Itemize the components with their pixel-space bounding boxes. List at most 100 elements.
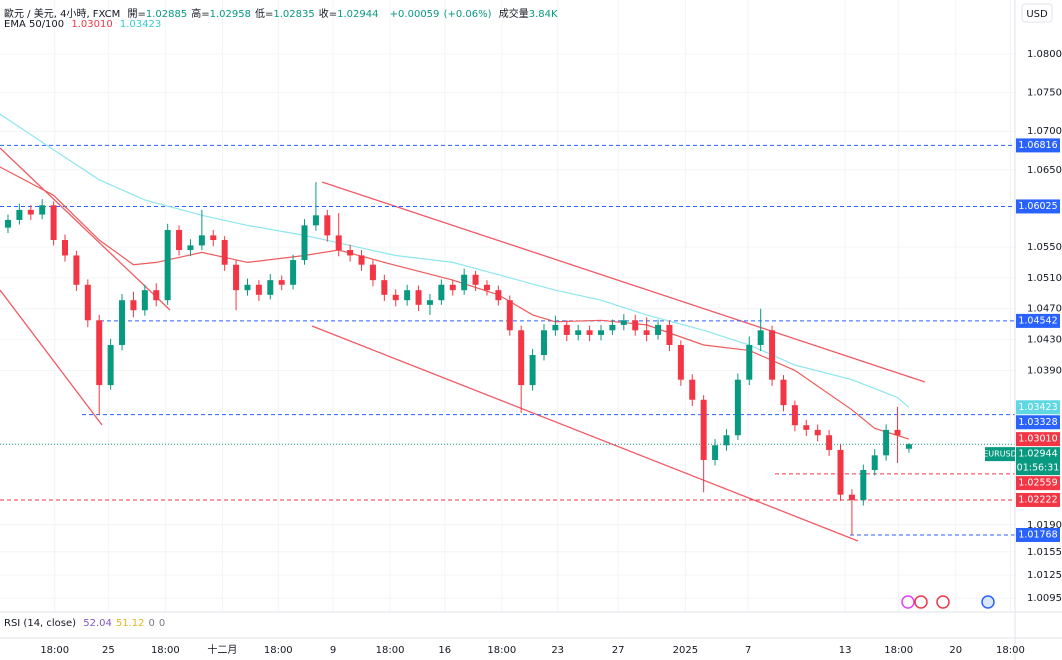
- ohlc-label: 收=: [318, 9, 338, 20]
- x-tick-label: 23: [551, 645, 564, 656]
- candle-body: [575, 330, 582, 335]
- trend-line: [0, 289, 103, 426]
- y-tick-label: 1.07500: [1027, 88, 1062, 99]
- candle-body: [381, 280, 388, 295]
- rsi-value: 51.12: [115, 618, 145, 629]
- candle-body: [791, 405, 798, 426]
- candle-body: [552, 324, 559, 331]
- rsi-legend: RSI (14, close) 52.04 51.12 0 0: [4, 618, 169, 629]
- symbol-badge: [985, 447, 1015, 462]
- y-tick-label: 1.01550: [1027, 547, 1062, 558]
- x-tick-label: 18:00: [40, 645, 69, 656]
- candle-body: [883, 429, 890, 456]
- y-tick-label: 1.01250: [1027, 570, 1062, 581]
- candle-body: [586, 330, 593, 335]
- currency-box[interactable]: [1021, 3, 1053, 23]
- y-tick-label: 1.05500: [1027, 242, 1062, 253]
- candle-body: [780, 379, 787, 406]
- candle-body: [666, 324, 673, 345]
- volume: 3.84K: [528, 9, 558, 20]
- trend-lines: [0, 147, 926, 542]
- ema-line: [0, 113, 910, 408]
- candle-body: [769, 330, 776, 380]
- candle-body: [438, 284, 445, 301]
- y-tick-label: 1.00950: [1027, 593, 1062, 604]
- candle-body: [803, 425, 810, 430]
- candle-body: [335, 235, 342, 251]
- price-badge: [1016, 400, 1060, 415]
- ohlc-label: 高=: [191, 9, 210, 20]
- candle-body: [4, 219, 11, 228]
- event-icon: [936, 595, 950, 609]
- x-tick-label: 2025: [673, 645, 698, 656]
- candle-body: [73, 255, 80, 285]
- x-tick-label: 25: [102, 645, 115, 656]
- candle-body: [84, 284, 91, 321]
- candle-body: [518, 330, 525, 386]
- rsi-value: 52.04: [83, 618, 112, 629]
- trend-line: [311, 325, 859, 542]
- price-badge: [1016, 313, 1060, 328]
- trend-line: [0, 147, 171, 311]
- x-tick-label: 18:00: [264, 645, 293, 656]
- candle-body: [233, 264, 240, 291]
- change: +0.00059: [389, 9, 440, 20]
- event-icon: [981, 595, 995, 609]
- candle-body: [598, 330, 605, 335]
- price-badge-label: 1.03328: [1018, 417, 1057, 428]
- candle-body: [176, 229, 183, 251]
- rsi-label: RSI (14, close): [4, 618, 77, 629]
- candle-body: [837, 449, 844, 495]
- candle-body: [392, 294, 399, 301]
- price-badge-label: 1.02222: [1018, 494, 1057, 505]
- candle-body: [757, 330, 764, 345]
- price-badge: [1016, 527, 1060, 542]
- candle-body: [358, 255, 365, 265]
- event-icon: [914, 595, 928, 609]
- countdown: 01:56:31: [1017, 463, 1060, 474]
- candle-body: [483, 284, 490, 291]
- candle-body: [540, 330, 547, 356]
- candle-body: [894, 429, 901, 436]
- candle-body: [723, 435, 730, 446]
- candle-body: [244, 284, 251, 291]
- event-icon: [901, 595, 915, 609]
- y-tick-label: 1.03900: [1027, 365, 1062, 376]
- candle-body: [312, 215, 319, 226]
- x-tick-label: 27: [612, 645, 625, 656]
- y-tick-label: 1.06500: [1027, 165, 1062, 176]
- price-badge: [1016, 492, 1060, 507]
- candle-body: [712, 445, 719, 460]
- candle-body: [689, 379, 696, 400]
- header: 歐元 / 美元, 4小時, FXCM 開=1.02885 高=1.02958 低=1…: [4, 5, 562, 20]
- candle-body: [814, 429, 821, 436]
- candle-body: [506, 300, 513, 331]
- x-tick-label: 十二月: [207, 643, 237, 656]
- candle-body: [860, 469, 867, 501]
- ema-legend: EMA 50/100 1.03010 1.03423: [4, 19, 165, 30]
- ema-100-value: 1.03423: [119, 19, 162, 30]
- candle-body: [871, 455, 878, 470]
- y-tick-label: 1.05100: [1027, 273, 1062, 284]
- candle-body: [655, 324, 662, 335]
- x-tick-label: 18:00: [884, 645, 913, 656]
- ohlc: 開=1.02885 高=1.02958 低=1.02835 收=1.02944: [127, 9, 382, 20]
- x-tick-label: 18:00: [376, 645, 405, 656]
- ohlc-value: 1.02944: [337, 9, 379, 20]
- candle-body: [198, 235, 205, 246]
- candle-body: [677, 344, 684, 380]
- x-tick-label: 18:00: [151, 645, 180, 656]
- x-tick-label: 7: [745, 645, 751, 656]
- candle-body: [62, 240, 69, 256]
- volume-label: 成交量: [498, 9, 529, 20]
- candle-body: [16, 209, 23, 220]
- ema-label: EMA 50/100: [4, 19, 65, 30]
- candle-body: [495, 290, 502, 301]
- candle-body: [210, 235, 217, 241]
- price-badge-label: 1.02944: [1018, 449, 1057, 460]
- y-tick-label: 1.07000: [1027, 126, 1062, 137]
- candle-body: [620, 320, 627, 325]
- candle-body: [643, 330, 650, 335]
- candle-body: [609, 324, 616, 331]
